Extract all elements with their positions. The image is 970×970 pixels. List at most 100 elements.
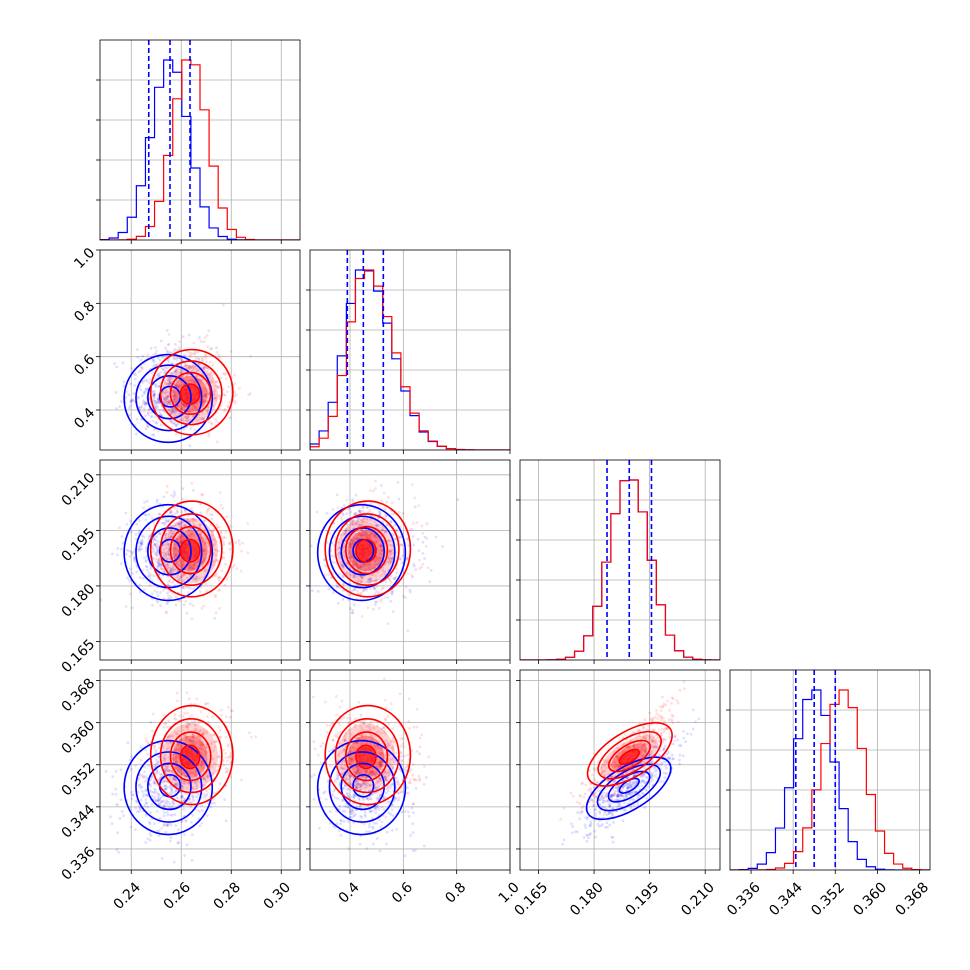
scatter-point [157,384,161,388]
scatter-point [378,760,382,764]
scatter-point [352,588,356,592]
scatter-point [423,535,427,539]
scatter-point [184,363,188,367]
scatter-point [324,564,328,568]
scatter-point [171,411,175,415]
scatter-point [351,559,355,563]
scatter-point [180,574,184,578]
scatter-point [356,768,360,771]
scatter-point [150,415,154,419]
scatter-point [351,542,354,545]
scatter-point [177,550,180,554]
scatter-point [157,409,161,412]
scatter-point [346,752,349,755]
scatter-point [132,556,136,559]
scatter-point [310,775,314,778]
scatter-point [144,387,148,391]
scatter-point [383,775,386,779]
scatter-point [202,730,206,734]
scatter-point [214,549,218,552]
scatter-point [170,372,174,376]
scatter-point [456,498,460,502]
scatter-point [179,400,183,404]
scatter-point [202,549,206,553]
scatter-point [166,399,169,403]
scatter-point [163,753,167,757]
scatter-point [200,759,204,763]
scatter-point [140,789,144,793]
scatter-point [214,593,218,597]
scatter-point [356,567,359,571]
scatter-point [175,549,179,553]
scatter-point [375,600,379,604]
scatter-point [225,766,228,770]
scatter-point [217,579,221,582]
scatter-point [351,556,354,560]
scatter-point [380,764,384,768]
scatter-point [164,555,168,559]
scatter-point [135,522,139,526]
scatter-point [168,511,172,515]
scatter-point [212,748,216,752]
scatter-point [360,785,363,788]
scatter-point [211,363,215,367]
scatter-point [169,420,173,424]
scatter-point [395,571,398,575]
scatter-point [163,523,167,527]
scatter-point [344,532,348,536]
scatter-point [389,550,392,554]
scatter-point [198,523,202,527]
scatter-point [390,757,394,761]
scatter-point [219,376,223,380]
scatter-point [118,816,122,820]
scatter-point [374,559,378,563]
scatter-point [369,518,373,522]
scatter-point [378,510,382,514]
scatter-point [164,382,167,385]
scatter-point [350,611,354,615]
scatter-point [359,533,362,537]
scatter-point [170,567,174,571]
scatter-point [349,545,353,549]
scatter-point [173,512,177,516]
scatter-point [192,517,196,521]
scatter-point [218,588,222,592]
scatter-point [223,583,227,587]
scatter-point [172,556,176,559]
scatter-point [339,834,343,837]
scatter-point [165,810,169,814]
scatter-point [136,810,139,814]
scatter-point [191,786,195,790]
scatter-point [199,533,202,537]
scatter-point [371,563,375,567]
scatter-point [162,799,166,803]
scatter-point [392,740,396,743]
scatter-point [223,408,227,411]
scatter-point [174,789,178,793]
red-contour [159,360,223,426]
scatter-point [330,554,334,558]
scatter-point [173,546,177,550]
scatter-point [342,748,346,752]
scatter-point [417,779,421,782]
scatter-point [351,611,355,615]
scatter-point [172,777,175,781]
scatter-point [378,777,382,781]
scatter-point [323,573,327,577]
scatter-point [147,413,151,416]
scatter-point [162,495,166,499]
scatter-point [147,381,151,384]
scatter-point [180,510,184,514]
scatter-point [171,410,175,414]
scatter-point [182,537,186,541]
scatter-point [132,558,136,562]
scatter-point [164,784,168,788]
scatter-point [222,748,226,752]
scatter-point [365,769,369,773]
scatter-point [190,800,193,804]
scatter-point [249,354,252,358]
scatter-point [368,534,372,538]
scatter-point [387,557,391,561]
scatter-point [151,537,155,541]
scatter-point [189,805,193,809]
